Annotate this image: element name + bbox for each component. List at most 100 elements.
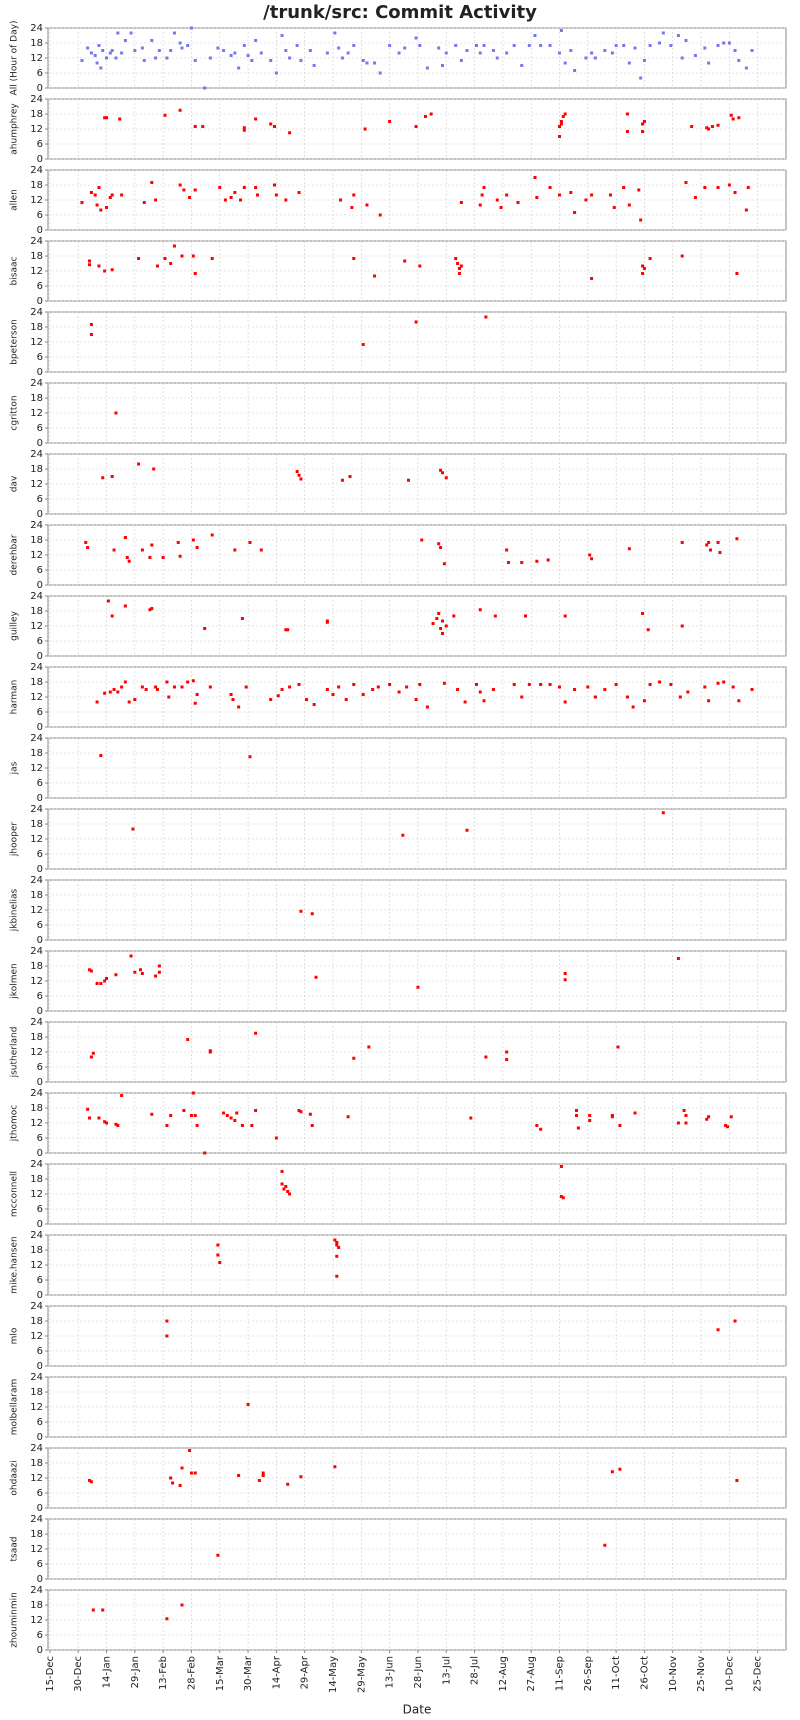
data-point [440,619,444,623]
y-tick-label: 6 [37,352,43,363]
data-point [454,44,458,47]
y-tick-label: 0 [37,1645,43,1656]
x-tick-label: 29-Apr [300,1655,311,1689]
data-point [642,59,646,62]
data-point [112,548,116,552]
data-point [716,123,720,127]
data-point [127,700,131,704]
data-point [297,473,301,477]
data-point [239,198,243,202]
data-point [737,699,741,703]
data-point [86,1107,90,1111]
data-point [105,56,109,60]
data-point [573,69,577,72]
data-point [261,1474,265,1477]
data-point [707,699,711,703]
data-point [641,130,645,133]
data-point [703,685,707,689]
data-point [208,685,212,689]
x-tick-label: 13-Jul [441,1656,452,1685]
data-point [727,41,731,45]
y-tick-label: 6 [37,1417,43,1428]
data-point [442,681,446,685]
y-tick-label: 18 [30,677,43,688]
data-point [133,970,137,974]
data-point [439,546,443,549]
data-point [110,475,114,478]
y-tick-label: 24 [30,1230,43,1241]
x-tick-label: 10-Nov [668,1656,679,1692]
data-point [154,685,158,689]
data-point [150,181,154,184]
data-point [586,685,590,689]
data-point [444,476,448,480]
data-point [133,49,137,52]
data-point [437,612,441,615]
data-point [165,1124,169,1127]
y-tick-label: 0 [37,1077,43,1088]
data-point [373,274,377,278]
data-point [163,257,167,260]
y-tick-label: 0 [37,722,43,733]
data-point [454,257,458,260]
data-point [229,693,233,696]
data-point [414,320,418,324]
data-point [718,551,722,554]
data-point [231,698,235,701]
data-point [744,208,748,212]
data-point [646,628,650,632]
data-point [274,71,278,75]
data-point [274,1136,278,1140]
data-point [123,604,127,608]
data-point [684,1114,688,1117]
data-point [684,1121,688,1125]
y-tick-label: 0 [37,296,43,307]
y-tick-label: 12 [30,53,43,64]
data-point [80,201,84,204]
data-point [437,46,441,50]
data-point [463,700,467,704]
y-tick-label: 24 [30,449,43,460]
y-tick-label: 18 [30,1529,43,1540]
data-point [201,125,205,128]
data-point [456,262,460,265]
data-point [286,1190,290,1193]
data-point [259,548,263,552]
y-tick-label: 0 [37,580,43,591]
data-point [248,541,252,544]
y-tick-label: 24 [30,1443,43,1454]
data-point [559,1165,563,1168]
data-point [440,64,444,67]
y-tick-label: 24 [30,1301,43,1312]
data-point [731,117,735,121]
data-point [180,46,184,50]
data-point [707,61,711,65]
data-point [684,39,688,42]
data-point [388,44,392,47]
data-point [573,688,577,691]
y-tick-label: 18 [30,1032,43,1043]
data-point [397,51,401,55]
y-tick-label: 18 [30,819,43,830]
data-point [125,556,129,559]
data-point [533,176,537,179]
data-point [642,267,646,270]
data-point [150,543,154,547]
data-point [414,36,418,40]
data-point [88,968,92,972]
data-point [418,44,422,47]
y-tick-label: 6 [37,210,43,221]
data-point [548,44,552,47]
data-point [478,51,482,55]
y-tick-label: 24 [30,94,43,105]
y-tick-label: 0 [37,651,43,662]
data-point [707,127,711,131]
data-point [590,51,594,55]
data-point [101,1608,105,1612]
data-point [403,259,407,263]
y-tick-label: 18 [30,606,43,617]
data-point [440,632,444,635]
data-point [493,614,497,618]
data-point [633,46,637,50]
data-point [710,125,714,128]
